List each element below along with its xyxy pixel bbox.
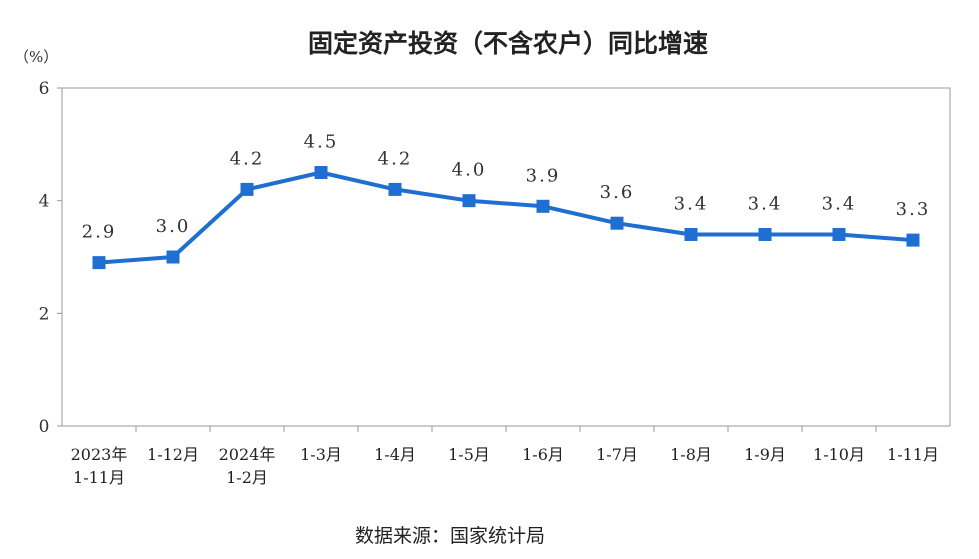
x-tick-label: 2023年 1-11月 xyxy=(71,445,128,487)
data-point-marker xyxy=(610,216,624,230)
x-tick-label-line: 1-11月 xyxy=(887,445,939,464)
data-label: 3.9 xyxy=(526,165,561,186)
data-label: 3.4 xyxy=(748,193,783,214)
x-tick-label: 1-5月 xyxy=(448,445,490,464)
x-tick-label-line: 1-2月 xyxy=(226,468,268,487)
x-tick-label-line: 1-12月 xyxy=(147,445,199,464)
series-line xyxy=(98,170,914,265)
x-tick-label: 1-8月 xyxy=(670,445,712,464)
data-label: 3.4 xyxy=(822,193,857,214)
x-tick-label: 1-11月 xyxy=(887,445,939,464)
x-tick-label: 1-4月 xyxy=(374,445,416,464)
x-tick-label-line: 1-4月 xyxy=(374,445,416,464)
x-tick-label-line: 1-7月 xyxy=(596,445,638,464)
data-point-marker xyxy=(462,194,476,208)
x-tick-label-line: 2024年 xyxy=(219,445,276,464)
axis-ticks xyxy=(57,87,877,432)
data-label: 4.0 xyxy=(452,160,487,181)
x-tick-label-line: 2023年 xyxy=(71,445,128,464)
plot-area-frame xyxy=(61,87,951,427)
x-tick-label: 1-12月 xyxy=(147,445,199,464)
source-note: 数据来源：国家统计局 xyxy=(355,525,545,547)
data-label: 2.9 xyxy=(82,222,117,243)
x-tick-label: 1-6月 xyxy=(522,445,564,464)
data-point-marker xyxy=(314,166,328,179)
y-tick-label: 6 xyxy=(39,79,50,99)
y-tick-label: 2 xyxy=(39,304,50,324)
data-point-marker xyxy=(166,250,180,264)
data-point-marker xyxy=(92,256,106,270)
data-point-marker xyxy=(536,199,550,213)
data-labels: 2.9 3.0 4.2 4.5 4.2 4.0 3.9 3.6 3.4 3.4 3.4 3.3 xyxy=(82,132,931,243)
data-label: 4.5 xyxy=(304,132,339,153)
chart-title: 固定资产投资（不含农户）同比增速 xyxy=(308,29,708,58)
data-point-marker xyxy=(758,227,772,241)
x-tick-label-line: 1-3月 xyxy=(300,445,342,464)
x-tick-label-line: 1-9月 xyxy=(744,445,786,464)
data-point-marker xyxy=(684,227,698,241)
x-tick-label-line: 1-6月 xyxy=(522,445,564,464)
y-tick-label: 0 xyxy=(39,417,50,437)
y-axis-unit: （%） xyxy=(14,48,58,66)
y-tick-labels: 0 2 4 6 xyxy=(39,79,50,437)
x-tick-label-line: 1-8月 xyxy=(670,445,712,464)
x-tick-labels: 2023年 1-11月 1-12月 2024年 1-2月 1-3月 1-4月 1-5月 1-6月… xyxy=(71,445,939,487)
data-point-marker xyxy=(832,227,846,241)
x-tick-label: 2024年 1-2月 xyxy=(219,445,276,487)
x-tick-label: 1-3月 xyxy=(300,445,342,464)
data-label: 3.3 xyxy=(896,199,931,220)
data-point-marker xyxy=(240,182,254,196)
x-tick-label: 1-10月 xyxy=(813,445,865,464)
x-tick-label-line: 1-10月 xyxy=(813,445,865,464)
data-label: 3.4 xyxy=(674,193,709,214)
data-point-marker xyxy=(906,233,920,247)
x-tick-label-line: 1-5月 xyxy=(448,445,490,464)
data-label: 4.2 xyxy=(378,148,413,169)
data-label: 3.0 xyxy=(156,216,191,237)
x-tick-label: 1-9月 xyxy=(744,445,786,464)
x-tick-label-line: 1-11月 xyxy=(73,468,125,487)
series-markers xyxy=(92,166,920,270)
data-label: 3.6 xyxy=(600,182,635,203)
data-point-marker xyxy=(388,182,402,196)
x-tick-label: 1-7月 xyxy=(596,445,638,464)
data-label: 4.2 xyxy=(230,148,265,169)
y-tick-label: 4 xyxy=(39,192,50,212)
